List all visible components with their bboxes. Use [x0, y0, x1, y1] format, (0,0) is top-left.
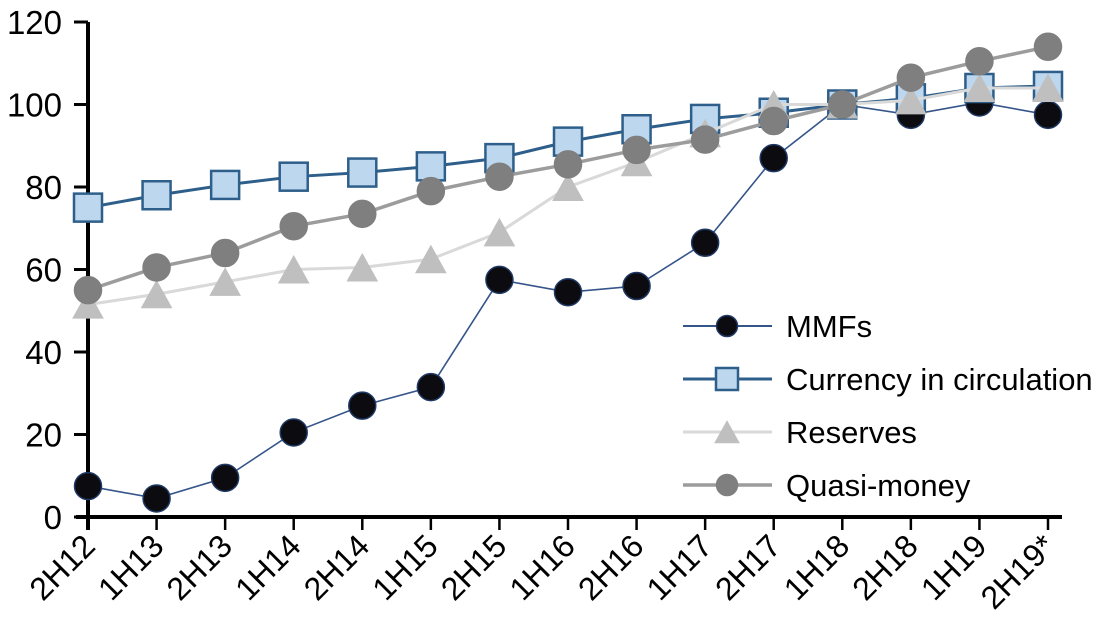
- x-axis-tick-label: 2H19*: [974, 527, 1062, 615]
- x-axis-tick-label: 1H18: [777, 527, 857, 607]
- data-point-marker: [72, 290, 104, 319]
- data-point-marker: [1032, 73, 1064, 102]
- data-point-marker: [483, 217, 516, 247]
- data-point-marker: [279, 211, 308, 241]
- y-axis-tick-label: 80: [25, 169, 62, 206]
- data-point-marker: [1033, 32, 1063, 61]
- data-point-marker: [142, 484, 171, 513]
- data-point-marker: [690, 125, 720, 154]
- legend-label: MMFs: [786, 309, 872, 344]
- data-point-marker: [828, 90, 857, 119]
- x-axis-tick-label: 2H17: [708, 527, 788, 607]
- x-axis-tick-label: 1H16: [502, 527, 582, 607]
- data-point-marker: [963, 73, 996, 102]
- data-point-marker: [348, 199, 377, 229]
- data-point-marker: [210, 238, 240, 268]
- data-point-marker: [415, 244, 447, 274]
- legend-item-currency-in-circulation: Currency in circulation: [683, 362, 1093, 397]
- data-point-marker: [622, 135, 651, 165]
- y-axis-tick-label: 100: [7, 87, 62, 124]
- data-point-marker: [209, 267, 241, 296]
- data-point-marker: [140, 279, 173, 309]
- data-point-marker: [142, 253, 171, 282]
- data-point-marker: [416, 372, 446, 402]
- legend-marker: [715, 473, 739, 497]
- legend-marker: [714, 420, 740, 444]
- legend-marker: [714, 366, 740, 392]
- data-point-marker: [416, 176, 446, 206]
- data-point-marker: [277, 254, 310, 284]
- data-point-marker: [552, 172, 584, 201]
- y-axis-tick-label: 40: [25, 334, 62, 371]
- y-axis-tick-label: 0: [44, 499, 62, 536]
- data-point-marker: [73, 471, 103, 501]
- x-axis-tick-label: 2H12: [22, 527, 102, 607]
- legend-item-reserves: Reserves: [683, 415, 917, 450]
- legend-label: Reserves: [786, 415, 917, 450]
- legend-marker: [715, 314, 739, 338]
- x-axis-tick-label: 1H14: [228, 527, 308, 607]
- y-axis-tick-label: 120: [7, 4, 62, 41]
- data-point-marker: [210, 463, 240, 493]
- data-point-marker: [346, 252, 379, 282]
- data-point-marker: [896, 63, 926, 92]
- y-axis-tick-label: 60: [25, 252, 62, 289]
- data-point-marker: [279, 418, 308, 447]
- data-point-marker: [347, 157, 378, 188]
- series-mmfs: [73, 88, 1063, 513]
- data-point-marker: [1033, 100, 1063, 130]
- x-axis: 2H121H132H131H142H141H152H151H162H161H17…: [22, 515, 1062, 616]
- x-axis-tick-label: 2H18: [845, 527, 925, 607]
- data-point-marker: [965, 46, 994, 76]
- x-axis-tick-label: 1H17: [640, 527, 720, 607]
- data-point-marker: [278, 161, 309, 192]
- legend: MMFs Currency in circulation Reserves Quasi…: [683, 309, 1093, 503]
- x-axis-tick-label: 2H16: [571, 527, 651, 607]
- data-point-marker: [622, 271, 651, 301]
- data-point-marker: [553, 277, 583, 307]
- data-point-marker: [141, 180, 172, 211]
- data-point-marker: [485, 265, 514, 295]
- data-point-marker: [72, 192, 104, 223]
- data-point-marker: [553, 150, 583, 179]
- legend-item-mmfs: MMFs: [683, 309, 872, 344]
- series-quasi-money: [73, 32, 1063, 305]
- data-point-marker: [415, 151, 447, 182]
- x-axis-tick-label: 2H14: [297, 527, 377, 607]
- legend-item-quasi-money: Quasi-money: [683, 468, 971, 503]
- x-axis-tick-label: 2H15: [434, 527, 514, 607]
- data-point-marker: [690, 228, 720, 257]
- data-point-marker: [209, 169, 241, 201]
- y-axis: 0 20 40 60 80 100 120: [7, 4, 90, 536]
- x-axis-tick-label: 1H13: [91, 527, 171, 607]
- x-axis-tick-label: 2H13: [160, 527, 240, 607]
- x-axis-tick-label: 1H15: [365, 527, 445, 607]
- data-point-marker: [485, 162, 514, 191]
- data-point-marker: [895, 85, 927, 115]
- legend-label: Quasi-money: [786, 468, 971, 503]
- y-axis-tick-label: 20: [25, 417, 62, 454]
- data-point-marker: [759, 143, 788, 173]
- data-point-marker: [73, 275, 103, 305]
- legend-label: Currency in circulation: [786, 362, 1093, 397]
- data-point-marker: [348, 391, 377, 420]
- data-point-marker: [759, 106, 788, 136]
- series-reserves: [72, 73, 1064, 319]
